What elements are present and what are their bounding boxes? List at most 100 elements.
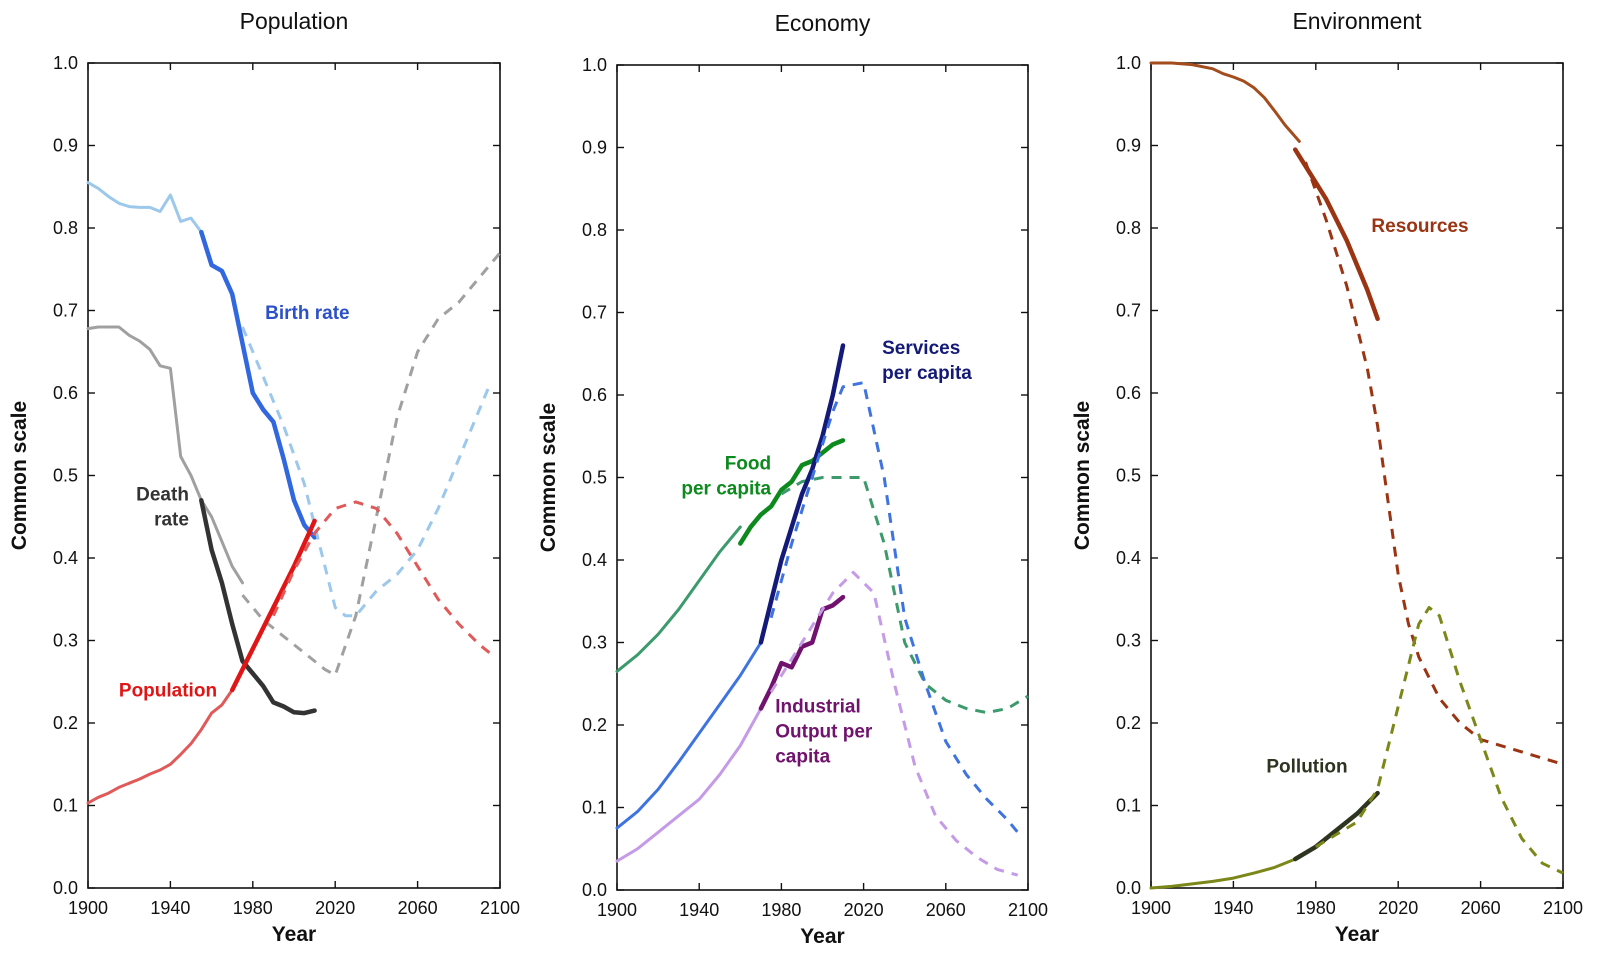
- chart-3-title: Environment: [1292, 8, 1422, 34]
- chart-3-series-resources-model: [1304, 161, 1564, 766]
- chart-1-ytick-label: 0.7: [53, 301, 78, 321]
- chart-1-label-birth-rate: Birth rate: [265, 303, 349, 324]
- chart-2-series-industrial-output-per-capita-observed: [758, 594, 846, 711]
- chart-2-label-industrial-output-per-capita: Industrial Output per capita: [775, 697, 873, 768]
- chart-3-ytick-label: 0.8: [1116, 218, 1141, 238]
- chart-1-series-death-rate-model: [241, 251, 502, 677]
- chart-1-ytick-label: 0.9: [53, 136, 78, 156]
- chart-1-xtick-label: 1980: [233, 898, 273, 918]
- chart-3-environment: Environment 0.0 0.1 0.2 0.3 0.4 0.5 0.6 0.7 0.8 0.…: [1071, 8, 1583, 946]
- chart-1-ytick-label: 0.1: [53, 796, 78, 816]
- chart-2-label-line: Food: [725, 453, 771, 474]
- chart-2-series-food-per-capita-model: [780, 476, 1029, 715]
- chart-2-label-line: per capita: [681, 478, 771, 499]
- chart-3-series-pollution-historical: [1149, 857, 1297, 890]
- chart-2-ytick-label: 0.9: [582, 138, 607, 158]
- chart-1-ytick-label: 0.3: [53, 631, 78, 651]
- chart-3-ytick-label: 0.5: [1116, 466, 1141, 486]
- chart-1-series-death-rate-observed: [199, 498, 317, 716]
- chart-2-series-industrial-output-per-capita-model: [769, 570, 1019, 877]
- chart-1-series-birth-rate-observed: [199, 229, 317, 540]
- chart-3-series-pollution-observed: [1292, 790, 1380, 862]
- chart-3-series-pollution-model: [1315, 606, 1564, 875]
- chart-3-series-group: [1149, 61, 1564, 890]
- chart-1-series-population-observed: [229, 518, 317, 693]
- chart-2-economy: Economy 0.0 0.1 0.2 0.3 0.4 0.5 0.6 0.7 0.8 0.9 1.0…: [537, 10, 1048, 948]
- chart-1-series-birth-rate-historical: [86, 181, 203, 234]
- chart-3-ytick-label: 0.6: [1116, 383, 1141, 403]
- chart-2-label-food-per-capita: Food per capita: [681, 453, 771, 499]
- chart-3-label-pollution: Pollution: [1266, 757, 1347, 778]
- chart-2-ytick-label: 0.6: [582, 385, 607, 405]
- chart-3-ytick-label: 0.1: [1116, 796, 1141, 816]
- chart-1-label-line: Population: [119, 681, 217, 702]
- chart-3-xtick-label: 2100: [1543, 898, 1583, 918]
- chart-3-ytick-label: 0.9: [1116, 136, 1141, 156]
- chart-2-ytick-label: 0.3: [582, 633, 607, 653]
- chart-3-series-resources-observed: [1292, 147, 1380, 322]
- chart-2-series-services-per-capita-observed: [758, 343, 846, 645]
- chart-3-xtick-label: 1900: [1131, 898, 1171, 918]
- chart-2-xtick-label: 2060: [926, 900, 966, 920]
- chart-2-series-food-per-capita-historical: [615, 525, 742, 673]
- chart-3-ytick-label: 0.3: [1116, 631, 1141, 651]
- chart-1-series-death-rate-historical: [86, 325, 244, 585]
- chart-2-label-line: Industrial: [775, 697, 861, 718]
- chart-2-label-services-per-capita: Services per capita: [882, 338, 972, 384]
- chart-1-population: Population 0.0 0.1 0.2 0.3 0.4 0.5 0.6 0.7 0.8 0.9…: [8, 8, 520, 946]
- chart-1-series-population-model: [272, 500, 491, 655]
- chart-1-xtick-label: 2020: [315, 898, 355, 918]
- chart-2-ytick-label: 0.7: [582, 303, 607, 323]
- chart-3-ytick-label: 0.7: [1116, 301, 1141, 321]
- chart-3-y-axis-label: Common scale: [1071, 401, 1094, 550]
- chart-3-ytick-label: 1.0: [1116, 53, 1141, 73]
- chart-3-xtick-label: 1980: [1296, 898, 1336, 918]
- chart-2-xtick-label: 1900: [597, 900, 637, 920]
- chart-3-ytick-label: 0.0: [1116, 878, 1141, 898]
- chart-1-label-line: Death: [136, 484, 189, 505]
- chart-2-xtick-label: 1940: [679, 900, 719, 920]
- chart-2-series-services-per-capita-historical: [615, 641, 763, 830]
- chart-1-plot-frame: [87, 62, 501, 889]
- chart-1-ytick-label: 0.6: [53, 383, 78, 403]
- chart-2-x-axis-label: Year: [800, 925, 844, 948]
- chart-3-xtick-label: 2020: [1378, 898, 1418, 918]
- chart-2-ytick-label: 0.1: [582, 798, 607, 818]
- chart-1-title: Population: [240, 8, 349, 34]
- chart-1-xtick-label: 2100: [480, 898, 520, 918]
- chart-2-xtick-label: 1980: [761, 900, 801, 920]
- chart-1-series-population-historical: [86, 688, 234, 805]
- chart-1-y-axis-label: Common scale: [8, 401, 31, 550]
- chart-2-ytick-label: 1.0: [582, 55, 607, 75]
- chart-3-label-line: Resources: [1371, 216, 1468, 237]
- chart-3-series-resources-historical: [1149, 61, 1301, 143]
- chart-1-xtick-label: 2060: [398, 898, 438, 918]
- chart-2-xtick-label: 2100: [1008, 900, 1048, 920]
- chart-2-ytick-label: 0.8: [582, 220, 607, 240]
- chart-3-plot-frame: [1150, 62, 1564, 889]
- chart-2-ytick-label: 0.2: [582, 715, 607, 735]
- chart-2-label-line: per capita: [882, 363, 972, 384]
- chart-2-y-axis-label: Common scale: [537, 403, 560, 552]
- chart-2-label-line: Services: [882, 338, 960, 359]
- chart-2-label-line: Output per: [775, 722, 873, 743]
- chart-2-xtick-label: 2020: [844, 900, 884, 920]
- chart-1-ytick-label: 0.5: [53, 466, 78, 486]
- chart-1-ytick-label: 0.4: [53, 548, 78, 568]
- chart-1-series-birth-rate-model: [241, 326, 492, 618]
- chart-2-series-food-per-capita-observed: [738, 438, 846, 546]
- chart-1-ytick-label: 0.8: [53, 218, 78, 238]
- chart-2-ytick-label: 0.4: [582, 550, 607, 570]
- chart-3-x-axis-label: Year: [1335, 923, 1379, 946]
- chart-3-ytick-label: 0.2: [1116, 713, 1141, 733]
- chart-1-label-population: Population: [119, 681, 217, 702]
- chart-1-x-axis-label: Year: [272, 923, 316, 946]
- chart-1-label-death-rate: Death rate: [136, 484, 189, 530]
- chart-2-ytick-label: 0.0: [582, 880, 607, 900]
- chart-1-xtick-label: 1940: [150, 898, 190, 918]
- chart-2-title: Economy: [775, 10, 871, 36]
- chart-1-xtick-label: 1900: [68, 898, 108, 918]
- chart-1-ytick-label: 0.2: [53, 713, 78, 733]
- chart-3-xtick-label: 1940: [1213, 898, 1253, 918]
